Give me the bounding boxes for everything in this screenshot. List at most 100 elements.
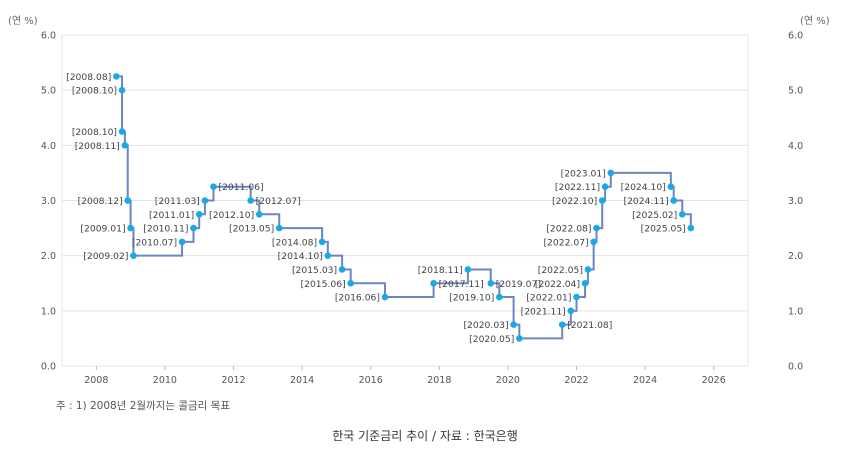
x-tick-label: 2010 [153, 375, 177, 386]
data-label: [2008.12] [78, 196, 123, 207]
data-point [573, 293, 580, 301]
x-tick-label: 2020 [496, 375, 520, 386]
x-tick-label: 2024 [633, 375, 657, 386]
x-tick-label: 2008 [84, 375, 108, 386]
data-point [247, 197, 254, 204]
data-point [113, 73, 120, 80]
data-label: [2022.10] [552, 196, 597, 207]
data-point [590, 238, 597, 246]
data-point [601, 183, 609, 191]
data-points [113, 73, 695, 342]
data-point [338, 266, 346, 273]
y-tick-label-right: 4.0 [788, 141, 803, 152]
x-tick-label: 2016 [359, 375, 383, 386]
y-tick-label-right: 6.0 [788, 31, 803, 42]
data-point [516, 335, 523, 342]
data-point [130, 252, 137, 259]
data-label: [2024.10] [621, 182, 666, 193]
data-label: [2008.08] [66, 72, 111, 83]
data-label: [2009.01] [80, 224, 125, 235]
data-label: [2022.01] [526, 293, 571, 304]
y-tick-label-left: 1.0 [41, 306, 56, 317]
data-label: [2013.05] [229, 224, 274, 235]
y-tick-label-left: 6.0 [41, 31, 56, 42]
data-label: [2023.01] [561, 168, 606, 179]
y-tick-label-right: 2.0 [788, 251, 803, 262]
data-label: [2022.07] [543, 237, 588, 248]
x-tick-label: 2012 [221, 375, 245, 386]
data-point [255, 210, 263, 218]
data-label: [2019.10] [449, 293, 494, 304]
data-point [670, 197, 677, 204]
data-label: [2020.03] [463, 320, 508, 331]
data-label: [2021.08] [567, 320, 612, 331]
data-point [558, 321, 566, 328]
data-label: [2024.11] [624, 196, 669, 207]
data-point [381, 293, 389, 301]
x-tick-label: 2026 [702, 375, 726, 386]
data-label: [2010.11] [143, 224, 188, 235]
data-label: [2022.05] [538, 265, 583, 276]
y-axis-right: 0.0 1.0 2.0 3.0 4.0 5.0 6.0 [788, 31, 803, 373]
chart-caption: 한국 기준금리 추이 / 자료 : 한국은행 [332, 429, 518, 443]
footnote: 주 : 1) 2008년 2월까지는 콜금리 목표 [56, 400, 231, 412]
data-label: [2008.10] [72, 127, 117, 138]
data-label: [2012.10] [209, 210, 254, 221]
y-tick-label-left: 5.0 [41, 86, 56, 97]
data-label: [2011.06] [218, 182, 263, 193]
data-point [430, 279, 437, 287]
y-tick-label-right: 3.0 [788, 196, 803, 207]
data-point [510, 321, 517, 328]
data-label: [2008.11] [75, 141, 120, 152]
data-label: [2020.05] [469, 334, 514, 345]
y-tick-label-left: 3.0 [41, 196, 56, 207]
y-axis-left: 0.0 1.0 2.0 3.0 4.0 5.0 6.0 [41, 31, 56, 373]
data-point [487, 279, 495, 287]
data-point [124, 197, 132, 204]
data-labels: [2008.08] [2008.10] [2008.10] [2008.11] [200… [66, 72, 686, 345]
data-point [178, 238, 186, 246]
data-point [581, 279, 589, 287]
data-point [201, 197, 209, 204]
data-label: [2017.11] [439, 279, 484, 290]
data-label: [2012.07] [256, 196, 301, 207]
data-point [121, 142, 129, 149]
x-tick-label: 2014 [290, 375, 314, 386]
data-label: [2019.07] [496, 279, 541, 290]
data-point [598, 197, 606, 204]
data-point [127, 224, 134, 232]
data-label: [2014.10] [278, 251, 323, 262]
data-point [593, 224, 600, 232]
data-label: [2022.08] [546, 224, 591, 235]
data-label: [2022.04] [535, 279, 580, 290]
rate-series [116, 75, 693, 340]
data-label: [2015.03] [292, 265, 337, 276]
data-point [275, 224, 283, 232]
data-point [667, 183, 675, 191]
data-point [318, 238, 326, 246]
data-label: [2025.05] [641, 224, 686, 235]
y-tick-label-right: 1.0 [788, 306, 803, 317]
y-tick-label-left: 0.0 [41, 362, 56, 373]
x-tick-label: 2022 [564, 375, 588, 386]
data-point [678, 210, 686, 218]
rate-step-line [116, 75, 693, 340]
data-label: [2011.03] [155, 196, 200, 207]
data-label: [2010.07] [132, 237, 177, 248]
data-point [687, 224, 695, 232]
y-tick-label-right: 0.0 [788, 362, 803, 373]
data-label: [2016.06] [335, 293, 380, 304]
data-point [347, 279, 354, 287]
data-label: [2008.10] [72, 86, 117, 97]
y-unit-left: (연 %) [8, 16, 38, 27]
data-point [210, 183, 217, 191]
data-label: [2014.08] [272, 237, 317, 248]
data-point [607, 169, 615, 177]
data-point [190, 224, 197, 232]
data-point [584, 266, 592, 273]
data-point [118, 128, 126, 135]
data-label: [2025.02] [632, 210, 677, 221]
data-label: [2011.01] [149, 210, 194, 221]
data-point [567, 307, 575, 315]
